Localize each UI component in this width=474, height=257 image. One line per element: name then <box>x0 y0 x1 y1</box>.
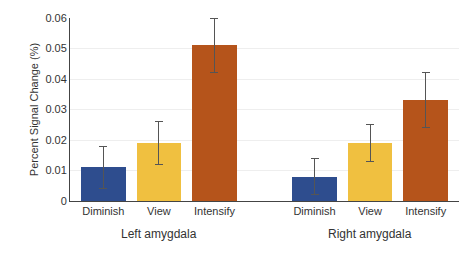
svg-text:0: 0 <box>61 195 67 207</box>
svg-text:0.05: 0.05 <box>45 42 66 54</box>
svg-text:Left amygdala: Left amygdala <box>121 227 197 241</box>
svg-text:0.04: 0.04 <box>45 73 66 85</box>
svg-text:Percent Signal Change (%): Percent Signal Change (%) <box>28 43 40 176</box>
svg-text:0.03: 0.03 <box>45 103 66 115</box>
svg-text:0.01: 0.01 <box>45 164 66 176</box>
svg-text:0.02: 0.02 <box>45 134 66 146</box>
svg-text:Right amygdala: Right amygdala <box>328 227 412 241</box>
svg-text:Diminish: Diminish <box>82 205 124 217</box>
svg-text:Intensify: Intensify <box>194 205 235 217</box>
svg-text:Intensify: Intensify <box>405 205 446 217</box>
svg-text:Diminish: Diminish <box>293 205 335 217</box>
svg-text:0.06: 0.06 <box>45 12 66 24</box>
svg-text:View: View <box>147 205 171 217</box>
svg-text:View: View <box>358 205 382 217</box>
